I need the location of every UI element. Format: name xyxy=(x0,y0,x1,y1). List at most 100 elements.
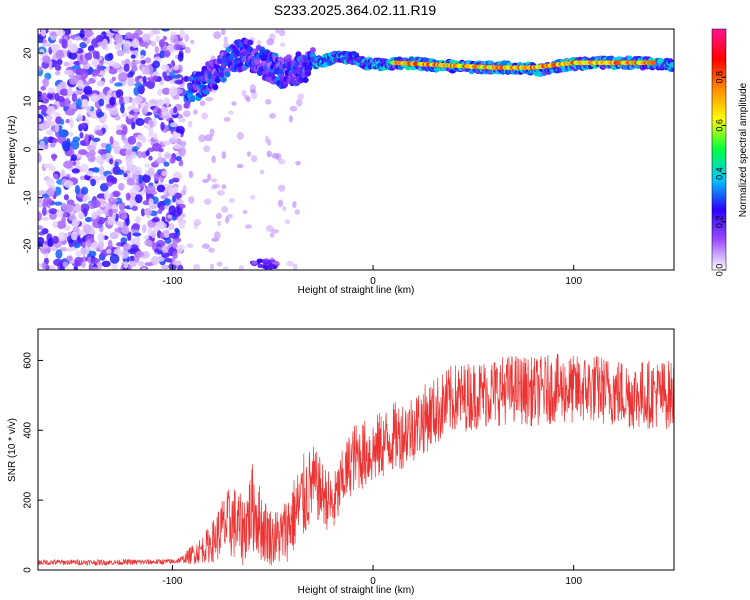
spectrogram-noise-cell xyxy=(140,103,150,108)
spectrogram-x-tick-label: 100 xyxy=(565,276,582,287)
spectrogram-noise-cell xyxy=(209,128,215,137)
snr-y-ticks: 0 200 400 600 xyxy=(23,352,43,573)
spectrogram-noise-cell xyxy=(98,98,105,107)
spectrogram-noise-cell xyxy=(68,131,74,137)
spectrogram-noise-cell xyxy=(40,29,46,37)
spectrogram-noise-cell xyxy=(112,62,121,69)
spectrogram-noise-cell xyxy=(157,88,163,96)
spectrogram-noise-cell xyxy=(159,205,165,212)
spectrogram-noise-cell xyxy=(54,201,63,206)
spectrogram-noise-cell xyxy=(73,266,79,270)
spectrogram-noise-cell xyxy=(96,64,101,74)
spectrogram-noise-cell xyxy=(38,105,44,111)
spectrogram-noise-cell xyxy=(231,101,237,106)
spectrogram-noise-cell xyxy=(115,220,122,226)
spectrogram-noise-cell xyxy=(135,118,145,127)
spectrogram-noise-cell xyxy=(65,118,71,124)
snr-y-tick-label: 0 xyxy=(23,567,34,573)
spectrogram-noise-cell xyxy=(130,54,136,59)
spectrogram-noise-cell xyxy=(67,86,73,97)
spectrogram-noise-cell xyxy=(45,129,54,135)
spectrogram-noise-cell xyxy=(69,118,74,128)
spectrogram-noise-cell xyxy=(249,89,257,94)
spectrogram-noise-cell xyxy=(169,122,178,128)
spectrogram-noise-cell xyxy=(203,145,211,153)
spectrogram-noise-cell xyxy=(48,166,57,172)
spectrogram-noise-cell xyxy=(275,29,280,34)
spectrogram-noise-cell xyxy=(42,201,48,208)
spectrogram-noise-cell xyxy=(121,225,130,235)
spectrogram-ridge-cell xyxy=(183,75,190,82)
spectrogram-noise-cell xyxy=(38,65,43,72)
spectrogram-noise-cell xyxy=(128,260,137,268)
spectrogram-noise-cell xyxy=(168,258,173,263)
spectrogram-noise-cell xyxy=(84,31,94,36)
spectrogram-noise-cell xyxy=(181,213,186,218)
spectrogram-noise-cell xyxy=(101,41,107,50)
spectrogram-ridge-cell xyxy=(278,68,285,75)
spectrogram-noise-cell xyxy=(269,232,275,238)
spectrogram-noise-cell xyxy=(277,158,286,165)
snr-x-tick-label: -100 xyxy=(162,576,182,587)
spectrogram-noise-cell xyxy=(256,40,262,46)
spectrogram-noise-cell xyxy=(203,198,212,205)
spectrogram-noise-cell xyxy=(161,87,171,95)
spectrogram-noise-cell xyxy=(78,59,89,65)
spectrogram-noise-cell xyxy=(193,263,201,270)
spectrogram-noise-cell xyxy=(181,42,187,49)
spectrogram-noise-cell xyxy=(148,155,153,161)
spectrogram-noise-cell xyxy=(118,182,125,191)
spectrogram-noise-cell xyxy=(104,190,110,201)
spectrogram-noise-cell xyxy=(175,125,185,135)
spectrogram-noise-cell xyxy=(126,181,137,186)
spectrogram-noise-cell xyxy=(171,209,182,217)
spectrogram-noise-cell xyxy=(80,70,89,80)
spectrogram-noise-cell xyxy=(152,60,161,69)
spectrogram-noise-cell xyxy=(188,196,195,204)
spectrogram-noise-cell xyxy=(282,206,287,212)
spectrogram-noise-cell xyxy=(216,261,223,267)
spectrogram-noise-cell xyxy=(41,216,50,221)
spectrogram-noise-cell xyxy=(164,198,171,206)
spectrogram-noise-cell xyxy=(123,172,128,178)
spectrogram-noise-cell xyxy=(179,29,186,39)
spectrogram-noise-cell xyxy=(141,33,151,43)
spectrogram-noise-cell xyxy=(179,83,185,89)
spectrogram-noise-cell xyxy=(38,117,42,123)
spectrogram-noise-cell xyxy=(57,231,66,242)
spectrogram-noise-cell xyxy=(52,138,59,144)
spectrogram-noise-cell xyxy=(105,248,112,254)
spectrogram-noise-cell xyxy=(42,55,51,64)
spectrogram-noise-cell xyxy=(256,258,263,263)
spectrogram-y-ticks: -20 -10 0 10 20 xyxy=(23,47,43,253)
spectrogram-noise-cell xyxy=(99,202,107,208)
spectrogram-noise-cell xyxy=(221,151,227,160)
spectrogram-noise-cell xyxy=(178,146,186,157)
spectrogram-y-label: Frequency (Hz) xyxy=(7,116,18,185)
spectrogram-noise-cell xyxy=(109,231,119,240)
spectrogram-noise-cell xyxy=(131,38,140,49)
spectrogram-noise-cell xyxy=(87,154,96,163)
spectrogram-noise-cell xyxy=(51,235,59,244)
spectrogram-noise-cell xyxy=(161,170,167,177)
spectrogram-noise-cell xyxy=(56,58,63,66)
colorbar-tick-label: 0.8 xyxy=(714,71,724,84)
spectrogram-noise-cell xyxy=(169,71,175,77)
spectrogram-noise-cell xyxy=(277,184,286,192)
spectrogram-noise-cell xyxy=(163,229,170,238)
spectrogram-noise-cell xyxy=(114,33,123,44)
spectrogram-noise-cell xyxy=(38,123,49,131)
spectrogram-noise-cell xyxy=(129,187,137,198)
spectrogram-noise-cell xyxy=(88,150,96,157)
spectrogram-noise-cell xyxy=(216,189,225,196)
spectrogram-noise-cell xyxy=(160,121,165,131)
spectrogram-noise-cell xyxy=(162,35,167,41)
spectrogram-noise-cell xyxy=(201,112,208,120)
spectrogram-noise-cell xyxy=(278,29,286,37)
spectrogram-noise-cell xyxy=(292,201,297,209)
spectrogram-noise-cell xyxy=(148,131,155,138)
spectrogram-noise-cell xyxy=(91,137,101,142)
spectrogram-noise-cell xyxy=(161,29,170,32)
spectrogram-noise-cell xyxy=(105,181,113,187)
